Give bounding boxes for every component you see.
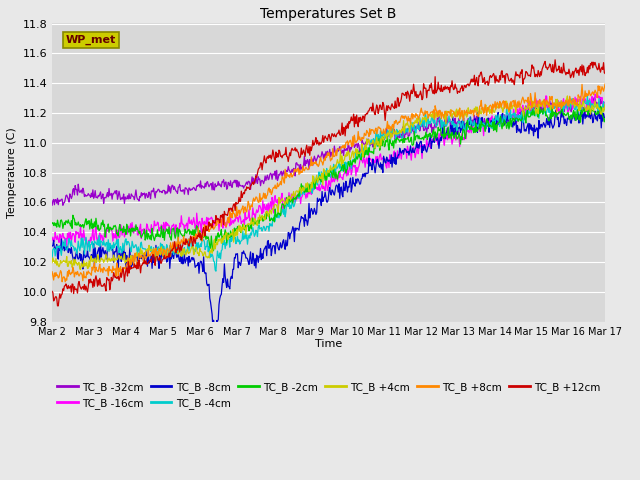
TC_B -2cm — [209, 248, 217, 254]
TC_B -2cm — [58, 219, 66, 225]
TC_B -16cm — [116, 234, 124, 240]
TC_B -4cm — [48, 255, 56, 261]
TC_B -16cm — [413, 148, 420, 154]
TC_B +12cm — [551, 57, 559, 63]
Line: TC_B -8cm: TC_B -8cm — [52, 109, 605, 331]
TC_B -2cm — [200, 233, 208, 239]
TC_B -32cm — [591, 95, 598, 100]
TC_B -8cm — [172, 248, 179, 254]
TC_B +12cm — [413, 95, 420, 100]
TC_B +4cm — [564, 93, 572, 99]
TC_B +4cm — [77, 266, 84, 272]
TC_B -2cm — [397, 137, 404, 143]
Line: TC_B +4cm: TC_B +4cm — [52, 96, 605, 269]
Legend: TC_B -32cm, TC_B -16cm, TC_B -8cm, TC_B -4cm, TC_B -2cm, TC_B +4cm, TC_B +8cm, T: TC_B -32cm, TC_B -16cm, TC_B -8cm, TC_B … — [52, 378, 605, 413]
TC_B +12cm — [54, 303, 62, 309]
TC_B -8cm — [211, 328, 219, 334]
TC_B +8cm — [116, 269, 124, 275]
TC_B +4cm — [397, 129, 404, 135]
Line: TC_B +12cm: TC_B +12cm — [52, 60, 605, 306]
TC_B -32cm — [116, 192, 124, 198]
TC_B -8cm — [58, 247, 66, 253]
TC_B +4cm — [48, 260, 56, 265]
TC_B -2cm — [115, 225, 123, 231]
TC_B +8cm — [601, 81, 609, 87]
Line: TC_B -2cm: TC_B -2cm — [52, 106, 605, 251]
TC_B +12cm — [116, 275, 124, 280]
TC_B -32cm — [58, 196, 66, 202]
TC_B +12cm — [172, 250, 180, 256]
TC_B -2cm — [172, 235, 179, 241]
TC_B -8cm — [48, 243, 56, 249]
TC_B -8cm — [200, 269, 208, 275]
Y-axis label: Temperature (C): Temperature (C) — [7, 127, 17, 218]
TC_B -16cm — [202, 221, 209, 227]
TC_B -32cm — [413, 125, 420, 131]
TC_B -2cm — [413, 133, 420, 139]
TC_B +8cm — [48, 269, 56, 275]
TC_B +8cm — [172, 239, 180, 245]
TC_B -4cm — [413, 125, 420, 131]
TC_B -16cm — [84, 243, 92, 249]
TC_B +12cm — [601, 71, 609, 76]
TC_B -16cm — [48, 238, 56, 243]
TC_B -4cm — [115, 250, 123, 255]
TC_B -8cm — [115, 248, 123, 254]
TC_B +8cm — [58, 279, 66, 285]
Line: TC_B +8cm: TC_B +8cm — [52, 84, 605, 282]
TC_B +8cm — [413, 113, 420, 119]
Line: TC_B -32cm: TC_B -32cm — [52, 97, 605, 205]
TC_B -4cm — [397, 133, 404, 139]
TC_B -32cm — [59, 203, 67, 208]
TC_B -32cm — [48, 203, 56, 208]
TC_B +8cm — [202, 228, 209, 234]
Title: Temperatures Set B: Temperatures Set B — [260, 7, 397, 21]
TC_B +8cm — [397, 117, 404, 122]
TC_B +12cm — [59, 286, 67, 292]
TC_B -2cm — [48, 220, 56, 226]
TC_B +4cm — [202, 249, 209, 255]
TC_B -16cm — [601, 100, 609, 106]
TC_B -4cm — [212, 268, 220, 274]
TC_B +12cm — [48, 288, 56, 294]
TC_B -8cm — [574, 107, 582, 112]
TC_B +4cm — [601, 101, 609, 107]
TC_B -4cm — [601, 103, 609, 108]
TC_B -32cm — [172, 188, 180, 194]
TC_B -32cm — [601, 102, 609, 108]
Line: TC_B -16cm: TC_B -16cm — [52, 94, 605, 246]
Line: TC_B -4cm: TC_B -4cm — [52, 96, 605, 271]
TC_B -2cm — [548, 103, 556, 108]
TC_B -4cm — [200, 239, 208, 245]
TC_B +4cm — [172, 248, 180, 254]
TC_B -32cm — [397, 133, 404, 139]
TC_B -8cm — [601, 115, 609, 121]
TC_B -8cm — [413, 139, 420, 145]
TC_B +12cm — [202, 233, 209, 239]
TC_B -32cm — [202, 180, 209, 186]
TC_B -4cm — [584, 93, 591, 99]
TC_B -16cm — [172, 222, 180, 228]
TC_B -2cm — [601, 116, 609, 121]
TC_B +8cm — [61, 279, 69, 285]
TC_B -16cm — [397, 147, 404, 153]
TC_B -16cm — [593, 91, 601, 96]
X-axis label: Time: Time — [315, 339, 342, 349]
TC_B -4cm — [58, 245, 66, 251]
TC_B -4cm — [172, 244, 179, 250]
TC_B +4cm — [413, 116, 420, 121]
TC_B +4cm — [58, 260, 66, 265]
TC_B -16cm — [58, 232, 66, 238]
TC_B +12cm — [397, 99, 404, 105]
Text: WP_met: WP_met — [66, 35, 116, 45]
TC_B -8cm — [397, 149, 404, 155]
TC_B +4cm — [116, 256, 124, 262]
